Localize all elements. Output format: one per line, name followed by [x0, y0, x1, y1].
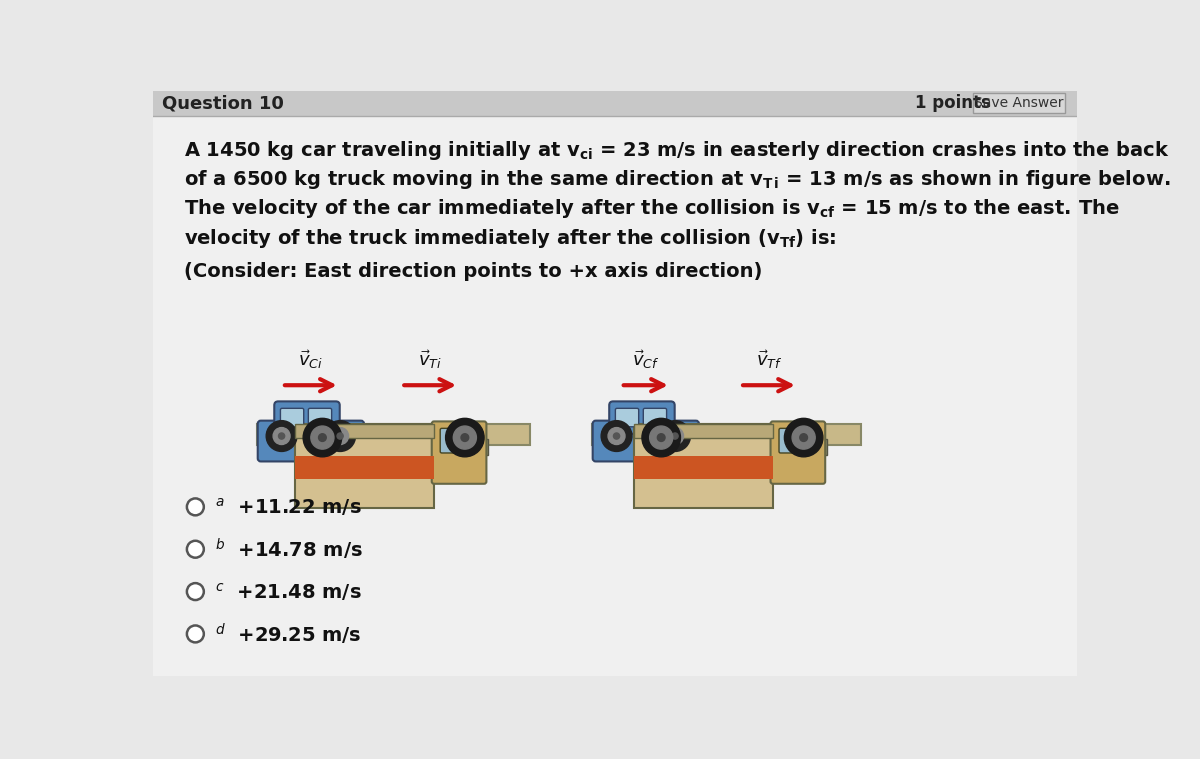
Circle shape — [331, 427, 348, 445]
Circle shape — [672, 433, 678, 439]
Circle shape — [613, 433, 619, 439]
FancyBboxPatch shape — [593, 420, 698, 461]
Circle shape — [666, 427, 684, 445]
FancyBboxPatch shape — [630, 439, 827, 455]
Text: $^{d}$  +29.25 m/s: $^{d}$ +29.25 m/s — [215, 622, 361, 647]
FancyBboxPatch shape — [275, 402, 340, 433]
Circle shape — [187, 540, 204, 558]
Text: $\vec{v}_{Tf}$: $\vec{v}_{Tf}$ — [756, 348, 782, 371]
Text: $\vec{v}_{Ci}$: $\vec{v}_{Ci}$ — [299, 348, 323, 371]
FancyBboxPatch shape — [973, 93, 1066, 113]
FancyBboxPatch shape — [154, 115, 1078, 676]
FancyBboxPatch shape — [308, 408, 331, 427]
Text: Question 10: Question 10 — [162, 94, 284, 112]
FancyBboxPatch shape — [635, 424, 773, 438]
Circle shape — [601, 420, 632, 452]
Circle shape — [454, 426, 476, 449]
Circle shape — [304, 418, 342, 457]
Circle shape — [445, 418, 484, 457]
Text: 1 points: 1 points — [916, 94, 991, 112]
FancyBboxPatch shape — [643, 408, 666, 427]
Text: A 1450 kg car traveling initially at $\mathbf{v_{ci}}$ = 23 m/s in easterly dire: A 1450 kg car traveling initially at $\m… — [184, 139, 1170, 162]
Circle shape — [187, 625, 204, 642]
Polygon shape — [154, 91, 1078, 115]
Text: $^{a}$  +11.22 m/s: $^{a}$ +11.22 m/s — [215, 496, 361, 518]
Circle shape — [649, 426, 673, 449]
Text: The velocity of the car immediately after the collision is $\mathbf{v_{cf}}$ = 1: The velocity of the car immediately afte… — [184, 197, 1120, 220]
FancyBboxPatch shape — [592, 424, 862, 446]
Circle shape — [658, 433, 665, 442]
Circle shape — [318, 433, 326, 442]
FancyBboxPatch shape — [770, 421, 826, 483]
FancyBboxPatch shape — [616, 408, 638, 427]
Circle shape — [799, 433, 808, 442]
Text: $^{b}$  +14.78 m/s: $^{b}$ +14.78 m/s — [215, 537, 362, 562]
Text: $\vec{v}_{Cf}$: $\vec{v}_{Cf}$ — [632, 348, 660, 371]
Circle shape — [608, 427, 625, 445]
FancyBboxPatch shape — [258, 420, 364, 461]
Circle shape — [274, 427, 290, 445]
Circle shape — [461, 433, 469, 442]
FancyBboxPatch shape — [281, 408, 304, 427]
Circle shape — [642, 418, 680, 457]
FancyBboxPatch shape — [257, 424, 530, 446]
Circle shape — [187, 499, 204, 515]
FancyBboxPatch shape — [432, 421, 486, 483]
FancyBboxPatch shape — [295, 424, 434, 438]
Text: Before: Before — [352, 459, 416, 478]
FancyBboxPatch shape — [779, 428, 812, 453]
Circle shape — [660, 420, 690, 452]
Text: $\vec{v}_{Ti}$: $\vec{v}_{Ti}$ — [419, 348, 442, 371]
FancyBboxPatch shape — [440, 428, 474, 453]
FancyBboxPatch shape — [295, 424, 434, 509]
Circle shape — [266, 420, 296, 452]
Circle shape — [792, 426, 815, 449]
Text: velocity of the truck immediately after the collision ($\mathbf{v_{Tf}}$) is:: velocity of the truck immediately after … — [184, 227, 836, 250]
Text: After: After — [722, 459, 769, 478]
Circle shape — [187, 583, 204, 600]
FancyBboxPatch shape — [635, 455, 773, 479]
Text: of a 6500 kg truck moving in the same direction at $\mathbf{v_{T\,i}}$ = 13 m/s : of a 6500 kg truck moving in the same di… — [184, 168, 1170, 191]
FancyBboxPatch shape — [295, 455, 434, 479]
Circle shape — [325, 420, 355, 452]
Text: (Consider: East direction points to +x axis direction): (Consider: East direction points to +x a… — [184, 262, 762, 281]
FancyBboxPatch shape — [292, 439, 488, 455]
Text: Save Answer: Save Answer — [974, 96, 1064, 110]
Circle shape — [785, 418, 823, 457]
Text: $^{c}$  +21.48 m/s: $^{c}$ +21.48 m/s — [215, 581, 361, 603]
FancyBboxPatch shape — [610, 402, 674, 433]
Circle shape — [311, 426, 334, 449]
Circle shape — [337, 433, 343, 439]
Circle shape — [278, 433, 284, 439]
FancyBboxPatch shape — [635, 424, 773, 509]
